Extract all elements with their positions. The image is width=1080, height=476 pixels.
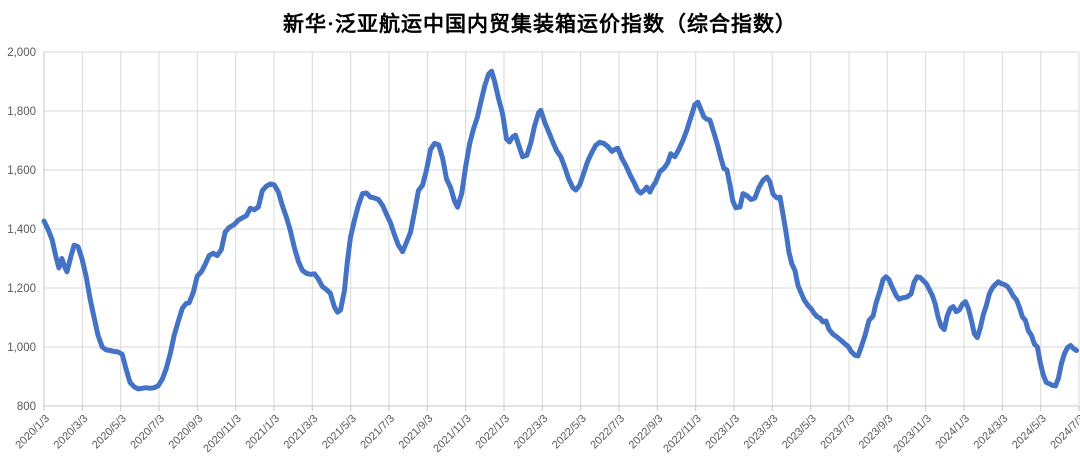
y-tick-label: 1,200 <box>7 283 36 295</box>
x-tick-label: 2024/1/3 <box>933 413 972 452</box>
x-tick-label: 2024/3/3 <box>972 413 1011 452</box>
x-tick-label: 2023/1/3 <box>703 413 742 452</box>
y-tick-label: 1,800 <box>7 106 36 118</box>
x-tick-label: 2020/7/3 <box>128 413 167 452</box>
x-tick-label: 2021/9/3 <box>397 413 436 452</box>
x-tick-label: 2022/7/3 <box>588 413 627 452</box>
freight-index-line <box>41 68 1079 392</box>
y-tick-label: 1,400 <box>7 224 36 236</box>
x-tick-label: 2023/7/3 <box>818 413 857 452</box>
y-tick-label: 800 <box>17 401 36 413</box>
axes <box>43 52 1080 411</box>
x-tick-label: 2024/7/3 <box>1048 413 1080 452</box>
x-tick-labels: 2020/1/3 2020/3/3 2020/5/3 2020/7/3 2020/9/3… <box>13 413 1080 456</box>
x-tick-label: 2022/3/3 <box>512 413 551 452</box>
x-tick-label: 2021/3/3 <box>282 413 321 452</box>
x-tick-label: 2023/11/3 <box>891 413 934 456</box>
x-tick-label: 2020/3/3 <box>52 413 91 452</box>
x-tick-label: 2021/11/3 <box>431 413 474 456</box>
x-tick-label: 2020/1/3 <box>13 413 52 452</box>
y-tick-label: 2,000 <box>7 47 36 59</box>
x-tick-label: 2022/11/3 <box>661 413 704 456</box>
x-tick-label: 2022/1/3 <box>473 413 512 452</box>
x-tick-label: 2020/11/3 <box>201 413 244 456</box>
y-tick-labels: 2,000 1,800 1,600 1,400 1,200 1,000 800 <box>7 47 36 413</box>
y-tick-label: 1,000 <box>7 342 36 354</box>
chart-title: 新华·泛亚航运中国内贸集装箱运价指数（综合指数） <box>282 12 797 36</box>
x-tick-label: 2021/5/3 <box>320 413 359 452</box>
x-tick-label: 2021/1/3 <box>243 413 282 452</box>
gridlines <box>43 51 1080 407</box>
x-tick-label: 2020/9/3 <box>167 413 206 452</box>
x-tick-label: 2023/9/3 <box>857 413 896 452</box>
x-tick-label: 2022/5/3 <box>550 413 589 452</box>
x-tick-label: 2023/5/3 <box>780 413 819 452</box>
x-tick-label: 2020/5/3 <box>90 413 129 452</box>
x-tick-label: 2021/7/3 <box>358 413 397 452</box>
x-tick-label: 2022/9/3 <box>627 413 666 452</box>
x-tick-label: 2023/3/3 <box>742 413 781 452</box>
y-tick-label: 1,600 <box>7 165 36 177</box>
x-tick-label: 2024/5/3 <box>1010 413 1049 452</box>
